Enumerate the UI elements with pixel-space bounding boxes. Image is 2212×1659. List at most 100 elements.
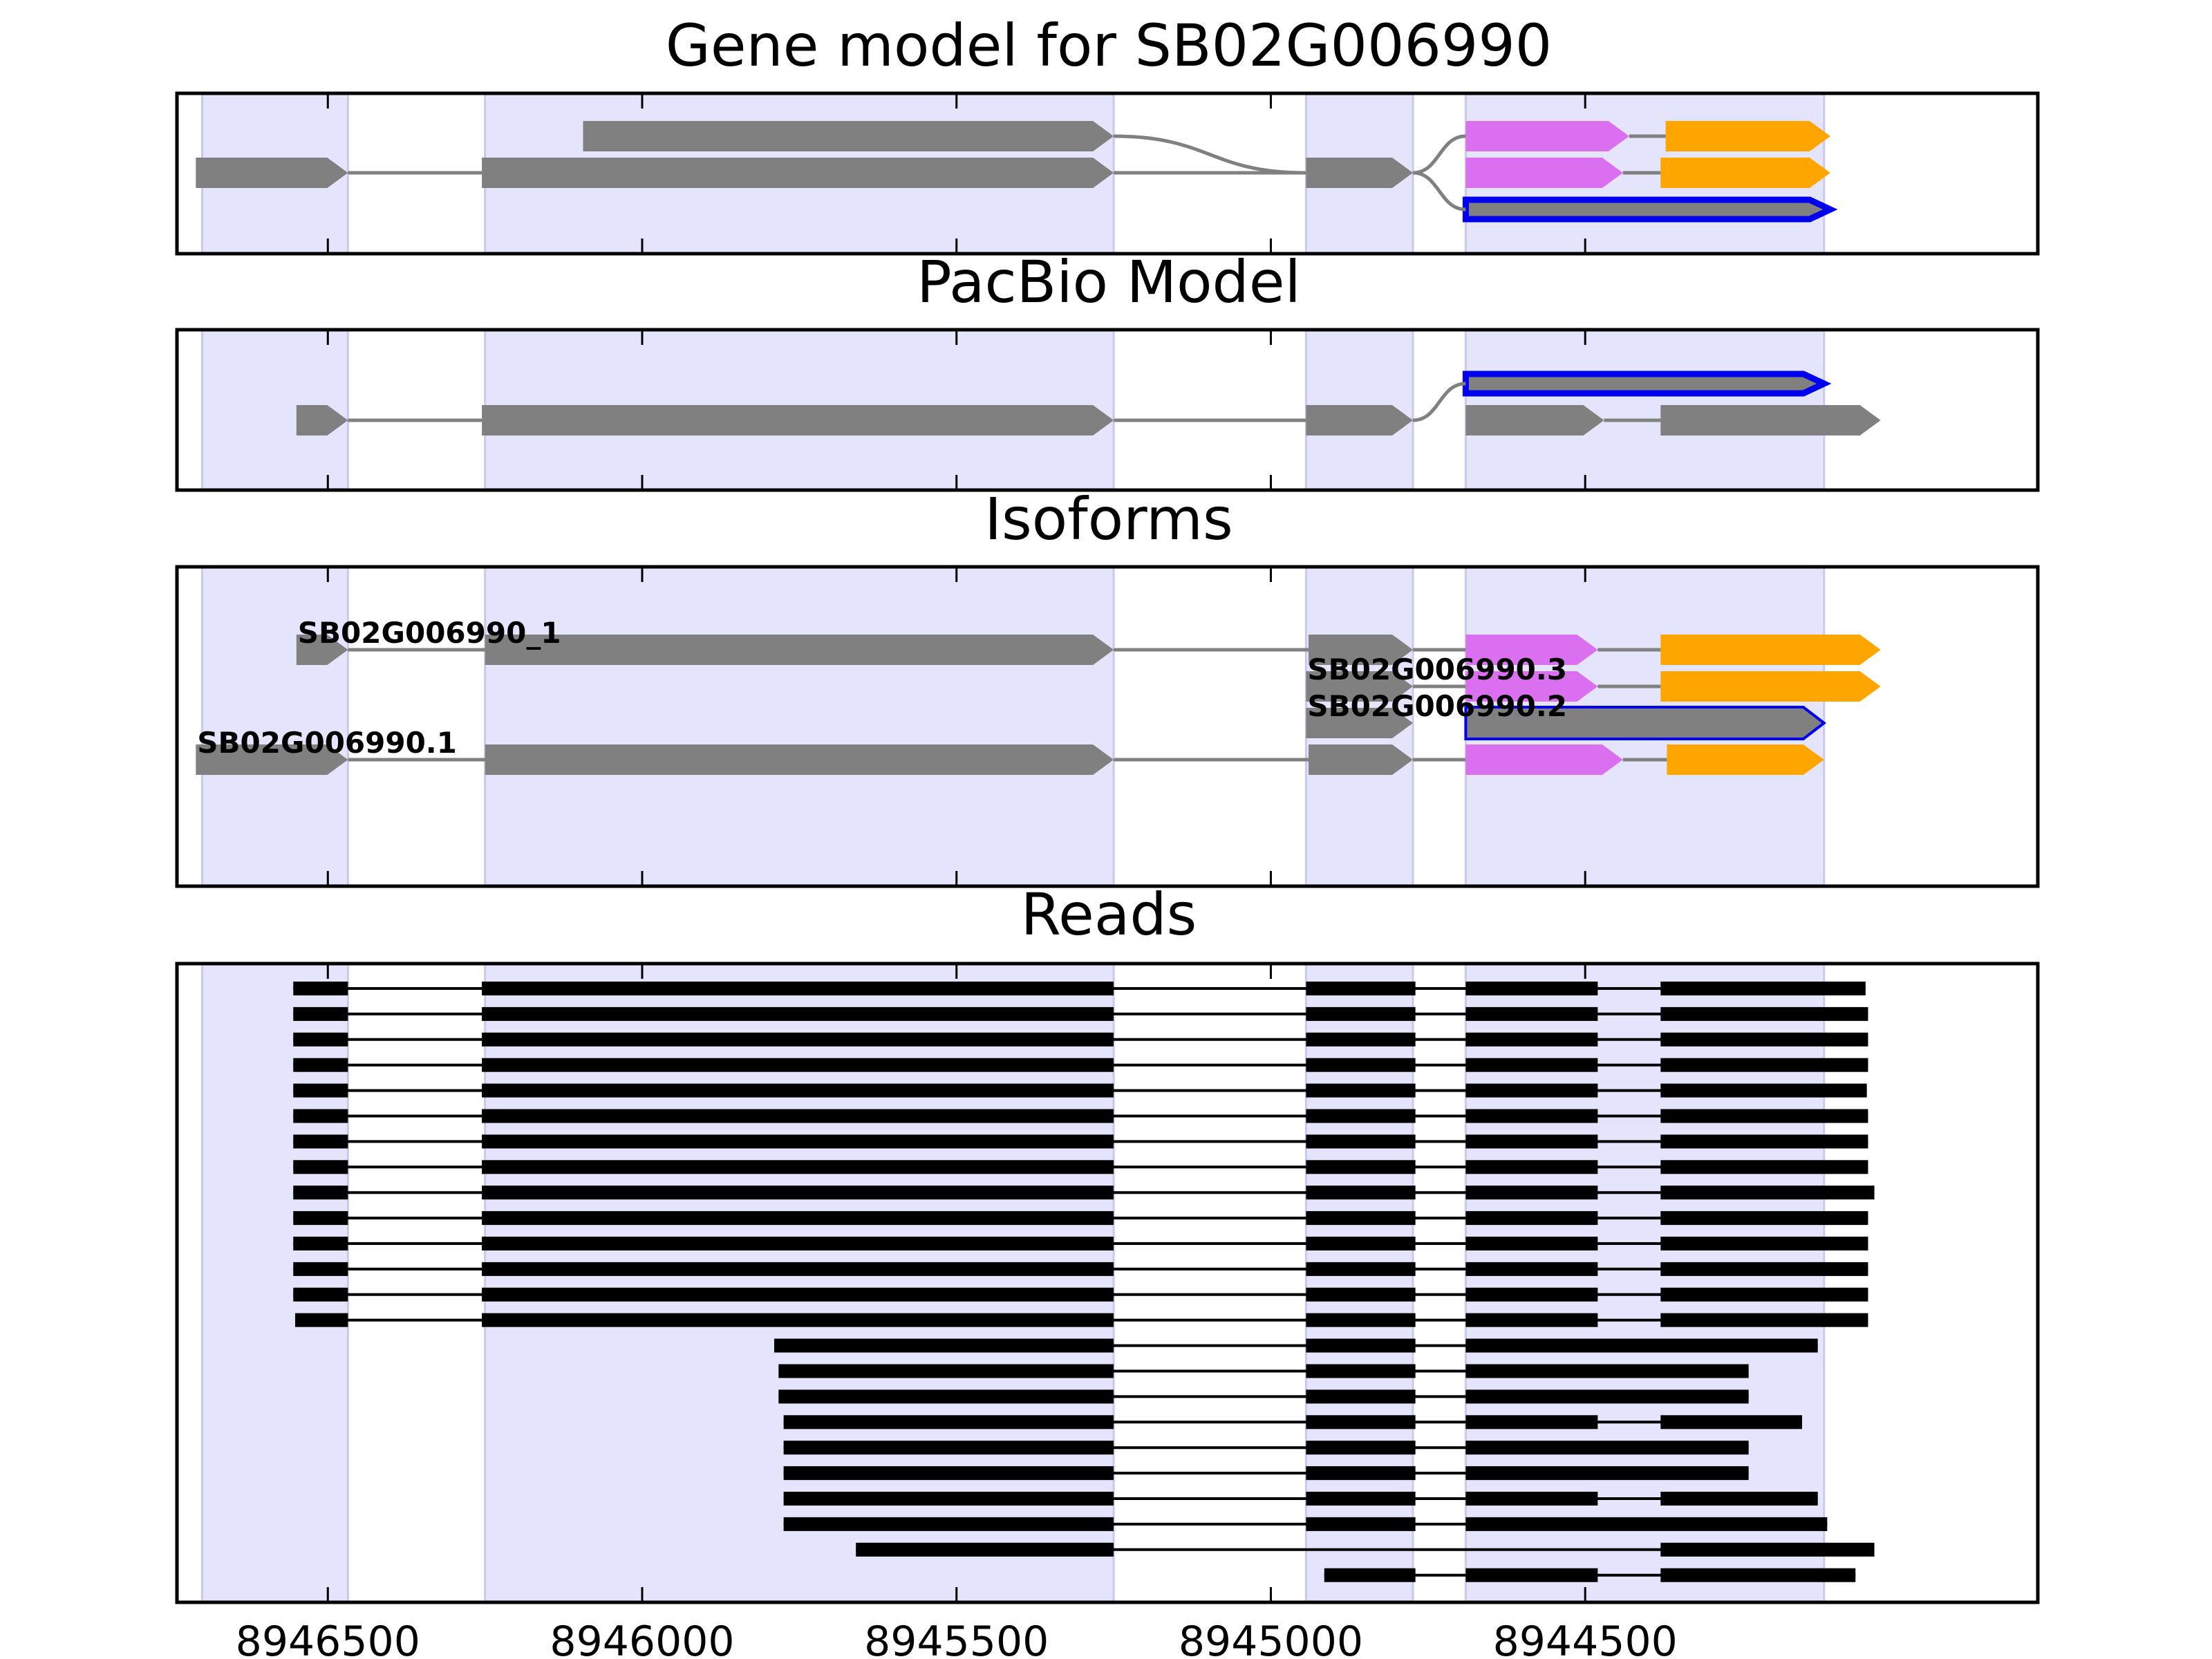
exon-arrow — [296, 635, 348, 665]
read-block — [1465, 1338, 1818, 1353]
read-block — [1306, 1160, 1416, 1174]
isoforms-title: Isoforms — [984, 485, 1233, 553]
read-block — [778, 1389, 1114, 1404]
exon-arrow — [1465, 121, 1629, 151]
read-block — [1660, 1109, 1868, 1123]
read-block — [1660, 1542, 1875, 1557]
read-block — [1465, 1237, 1598, 1250]
exon-arrow — [1465, 744, 1623, 775]
exon-arrow — [1306, 708, 1413, 738]
read-block — [1306, 1364, 1416, 1378]
read-block — [1306, 1262, 1416, 1276]
read-block — [1465, 1262, 1598, 1276]
read-block — [482, 1287, 1114, 1302]
read-block — [482, 1109, 1114, 1123]
read-block — [293, 1032, 348, 1047]
read-block — [293, 1109, 348, 1123]
read-block — [293, 1287, 348, 1302]
read-block — [1660, 1287, 1868, 1302]
read-block — [783, 1492, 1114, 1506]
junction-curve — [1114, 134, 1306, 175]
pacbio-model-title: PacBio Model — [917, 248, 1301, 316]
read-block — [1465, 1083, 1598, 1098]
exon-arrow — [1464, 706, 1827, 740]
isoform-label: SB02G006990.3 — [1307, 653, 1567, 686]
read-block — [1465, 1109, 1598, 1123]
exon-arrow — [1667, 744, 1824, 775]
exon-arrow — [1660, 158, 1830, 188]
isoform-label: SB02G006990.2 — [1307, 689, 1567, 723]
read-block — [1465, 1287, 1598, 1302]
read-block — [1465, 1006, 1598, 1021]
read-block — [1465, 1160, 1598, 1174]
read-block — [783, 1415, 1114, 1430]
exon-arrow — [1660, 635, 1881, 665]
x-tick-label: 8946000 — [550, 1618, 734, 1659]
junction-curve — [1412, 382, 1466, 422]
exon-arrow — [1465, 158, 1623, 188]
exon-arrow — [196, 158, 348, 188]
read-block — [1306, 1109, 1416, 1123]
read-block — [293, 1262, 348, 1276]
read-block — [1660, 1032, 1868, 1047]
read-block — [1465, 1517, 1828, 1531]
shaded-region — [484, 565, 1115, 888]
read-block — [293, 982, 348, 995]
pacbio-model-panel: PacBio Model — [175, 248, 2040, 492]
read-block — [1465, 1568, 1598, 1582]
read-block — [1660, 1185, 1875, 1200]
reads-panel: 8946500 8946000 8945500 8945000 8944500 Reads — [175, 881, 2040, 1659]
read-block — [482, 1058, 1114, 1072]
read-block — [482, 982, 1114, 995]
read-block — [1660, 1160, 1868, 1174]
read-block — [1660, 1134, 1868, 1149]
gene-model-panel: Gene model for SB02G006990 — [175, 12, 2040, 256]
read-block — [1306, 1313, 1416, 1327]
exon-arrow — [485, 744, 1114, 775]
read-block — [1465, 1058, 1598, 1072]
read-block — [1465, 1415, 1598, 1430]
read-block — [1306, 1287, 1416, 1302]
read-block — [1306, 1338, 1416, 1353]
read-block — [1660, 1058, 1868, 1072]
read-block — [482, 1211, 1114, 1226]
read-block — [293, 1058, 348, 1072]
isoform-label: SB02G006990_1 — [298, 616, 561, 650]
read-block — [1306, 1083, 1416, 1098]
read-block — [1306, 1134, 1416, 1149]
read-block — [293, 1083, 348, 1098]
read-block — [1465, 1185, 1598, 1200]
x-tick-label: 8945000 — [1179, 1618, 1363, 1659]
read-block — [1465, 1364, 1749, 1378]
read-block — [1465, 1211, 1598, 1226]
x-tick-label: 8946500 — [236, 1618, 420, 1659]
axes-frame — [175, 565, 2040, 888]
isoform-label: SB02G006990.1 — [197, 726, 457, 760]
exon-arrow — [1465, 671, 1598, 702]
read-block — [1660, 1568, 1856, 1582]
read-block — [1306, 1237, 1416, 1250]
read-block — [1306, 1211, 1416, 1226]
junction-curve — [1412, 171, 1466, 212]
read-block — [1465, 1492, 1598, 1506]
exon-arrow — [1660, 405, 1881, 435]
read-block — [1306, 1006, 1416, 1021]
read-block — [482, 1083, 1114, 1098]
read-block — [1306, 1415, 1416, 1430]
exon-arrow — [296, 405, 348, 435]
read-block — [1465, 1313, 1598, 1327]
gene-model-title: Gene model for SB02G006990 — [666, 12, 1552, 79]
exon-arrow — [196, 744, 348, 775]
read-block — [774, 1338, 1114, 1353]
axes-frame — [175, 962, 2040, 1604]
read-block — [482, 1237, 1114, 1250]
exon-arrow — [1309, 635, 1413, 665]
read-block — [1306, 1058, 1416, 1072]
read-block — [1465, 1134, 1598, 1149]
read-block — [293, 1160, 348, 1174]
exon-arrow — [1462, 196, 1838, 223]
exon-arrow — [1306, 671, 1413, 702]
read-block — [293, 1237, 348, 1250]
exon-arrow — [1306, 405, 1413, 435]
